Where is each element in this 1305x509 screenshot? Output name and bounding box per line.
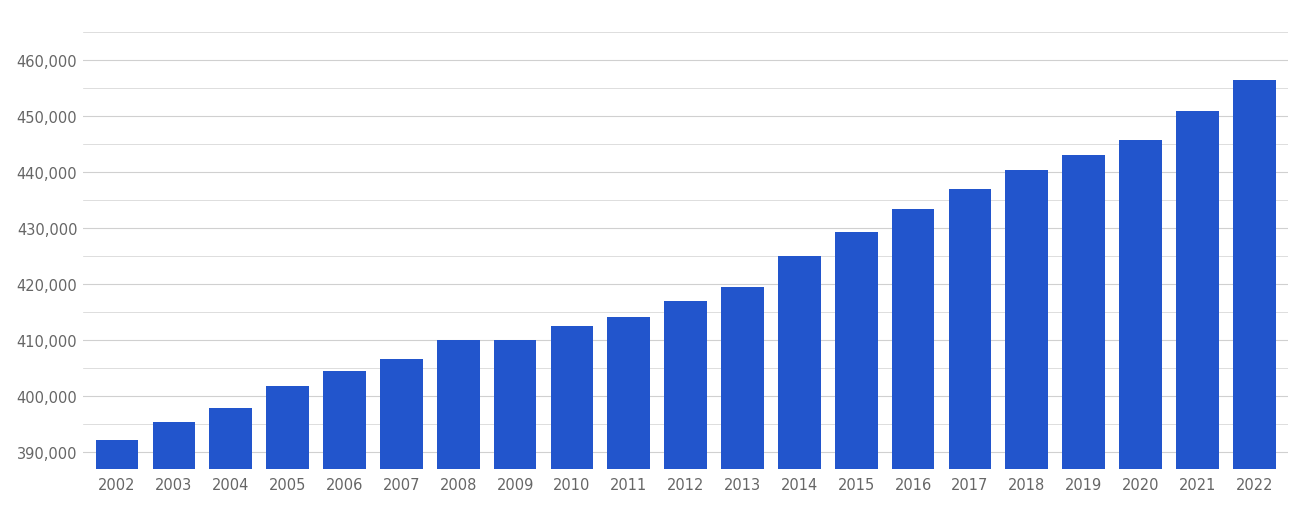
Bar [1233, 81, 1275, 469]
Bar [95, 440, 138, 469]
Bar [493, 340, 536, 469]
Bar [210, 408, 252, 469]
Bar [835, 232, 877, 469]
Bar [1005, 170, 1048, 469]
Bar [380, 359, 423, 469]
Bar [778, 256, 821, 469]
Bar [722, 288, 763, 469]
Bar [266, 386, 309, 469]
Bar [1176, 111, 1219, 469]
Bar [664, 301, 707, 469]
Bar [607, 317, 650, 469]
Bar [437, 340, 479, 469]
Bar [324, 372, 365, 469]
Bar [891, 209, 934, 469]
Bar [153, 422, 196, 469]
Bar [949, 190, 992, 469]
Bar [1120, 141, 1161, 469]
Bar [551, 327, 594, 469]
Bar [1062, 156, 1105, 469]
